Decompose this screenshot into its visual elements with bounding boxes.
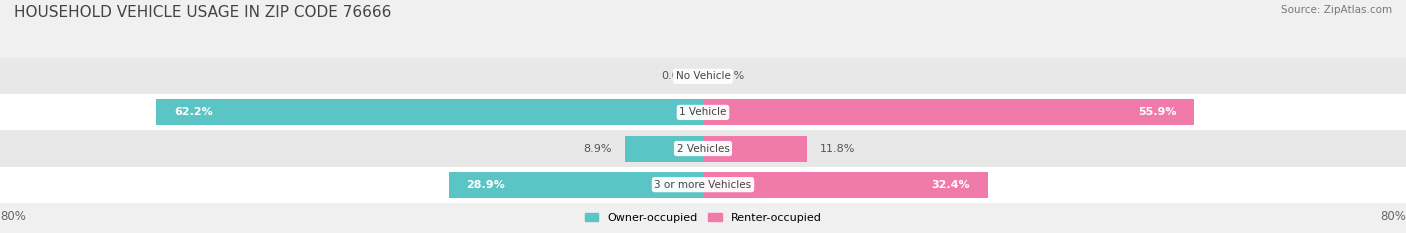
Text: 0.0%: 0.0% — [716, 71, 744, 81]
Text: 0.0%: 0.0% — [662, 71, 690, 81]
Bar — [0, 167, 1406, 203]
Bar — [703, 136, 807, 161]
Text: 3 or more Vehicles: 3 or more Vehicles — [654, 180, 752, 190]
Text: No Vehicle: No Vehicle — [675, 71, 731, 81]
Bar — [0, 94, 1406, 130]
Text: 62.2%: 62.2% — [174, 107, 212, 117]
Text: HOUSEHOLD VEHICLE USAGE IN ZIP CODE 76666: HOUSEHOLD VEHICLE USAGE IN ZIP CODE 7666… — [14, 5, 391, 20]
Text: 28.9%: 28.9% — [467, 180, 505, 190]
Legend: Owner-occupied, Renter-occupied: Owner-occupied, Renter-occupied — [581, 209, 825, 227]
Bar — [0, 58, 1406, 94]
Bar — [624, 136, 703, 161]
Text: 8.9%: 8.9% — [583, 144, 612, 154]
Text: Source: ZipAtlas.com: Source: ZipAtlas.com — [1281, 5, 1392, 15]
Bar — [703, 172, 987, 198]
Text: 55.9%: 55.9% — [1137, 107, 1177, 117]
Text: 1 Vehicle: 1 Vehicle — [679, 107, 727, 117]
Bar — [703, 99, 1194, 125]
Text: 2 Vehicles: 2 Vehicles — [676, 144, 730, 154]
Bar — [156, 99, 703, 125]
Text: 80%: 80% — [0, 210, 25, 223]
Text: 80%: 80% — [1381, 210, 1406, 223]
Text: 11.8%: 11.8% — [820, 144, 855, 154]
Bar — [449, 172, 703, 198]
Bar — [0, 130, 1406, 167]
Text: 32.4%: 32.4% — [932, 180, 970, 190]
